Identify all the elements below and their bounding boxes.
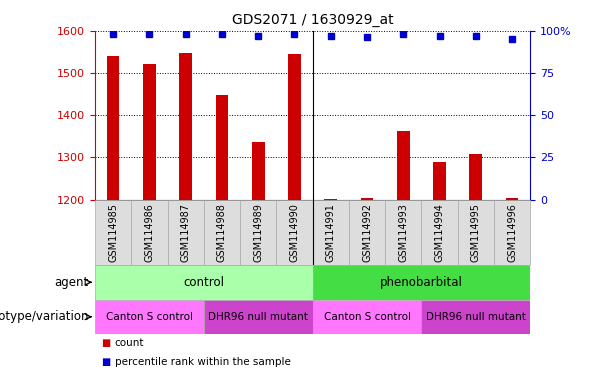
Text: GSM114988: GSM114988: [217, 203, 227, 262]
Bar: [95, 265, 313, 300]
Title: GDS2071 / 1630929_at: GDS2071 / 1630929_at: [232, 13, 394, 27]
Text: agent: agent: [55, 276, 89, 289]
Text: control: control: [183, 276, 224, 289]
Bar: [131, 200, 167, 265]
Bar: [385, 200, 421, 265]
Bar: [324, 199, 337, 200]
Text: GSM114989: GSM114989: [253, 203, 263, 262]
Bar: [288, 54, 301, 200]
Bar: [313, 265, 530, 300]
Text: GSM114995: GSM114995: [471, 203, 481, 262]
Text: GSM114987: GSM114987: [181, 203, 191, 262]
Bar: [180, 53, 192, 200]
Text: GSM114990: GSM114990: [289, 203, 300, 262]
Text: DHR96 null mutant: DHR96 null mutant: [426, 312, 526, 322]
Bar: [95, 200, 131, 265]
Text: GSM114991: GSM114991: [326, 203, 336, 262]
Text: phenobarbital: phenobarbital: [380, 276, 463, 289]
Text: GSM114986: GSM114986: [145, 203, 154, 262]
Bar: [276, 200, 313, 265]
Bar: [433, 162, 446, 200]
Bar: [506, 198, 519, 200]
Text: Canton S control: Canton S control: [324, 312, 411, 322]
Text: DHR96 null mutant: DHR96 null mutant: [208, 312, 308, 322]
Bar: [349, 200, 385, 265]
Text: GSM114996: GSM114996: [507, 203, 517, 262]
Text: count: count: [115, 338, 144, 348]
Text: Canton S control: Canton S control: [106, 312, 193, 322]
Bar: [422, 300, 530, 334]
Bar: [167, 200, 204, 265]
Bar: [107, 56, 120, 200]
Text: ■: ■: [101, 338, 110, 348]
Text: GSM114985: GSM114985: [108, 203, 118, 262]
Bar: [216, 95, 228, 200]
Text: ■: ■: [101, 357, 110, 367]
Text: percentile rank within the sample: percentile rank within the sample: [115, 357, 291, 367]
Bar: [143, 64, 156, 200]
Bar: [95, 300, 204, 334]
Bar: [470, 154, 482, 200]
Text: GSM114994: GSM114994: [435, 203, 444, 262]
Bar: [252, 142, 265, 200]
Text: genotype/variation: genotype/variation: [0, 310, 89, 323]
Text: GSM114993: GSM114993: [398, 203, 408, 262]
Text: GSM114992: GSM114992: [362, 203, 372, 262]
Bar: [313, 200, 349, 265]
Bar: [313, 300, 422, 334]
Bar: [397, 131, 409, 200]
Bar: [360, 198, 373, 200]
Bar: [422, 200, 458, 265]
Bar: [494, 200, 530, 265]
Bar: [240, 200, 276, 265]
Bar: [204, 200, 240, 265]
Bar: [204, 300, 313, 334]
Bar: [458, 200, 494, 265]
